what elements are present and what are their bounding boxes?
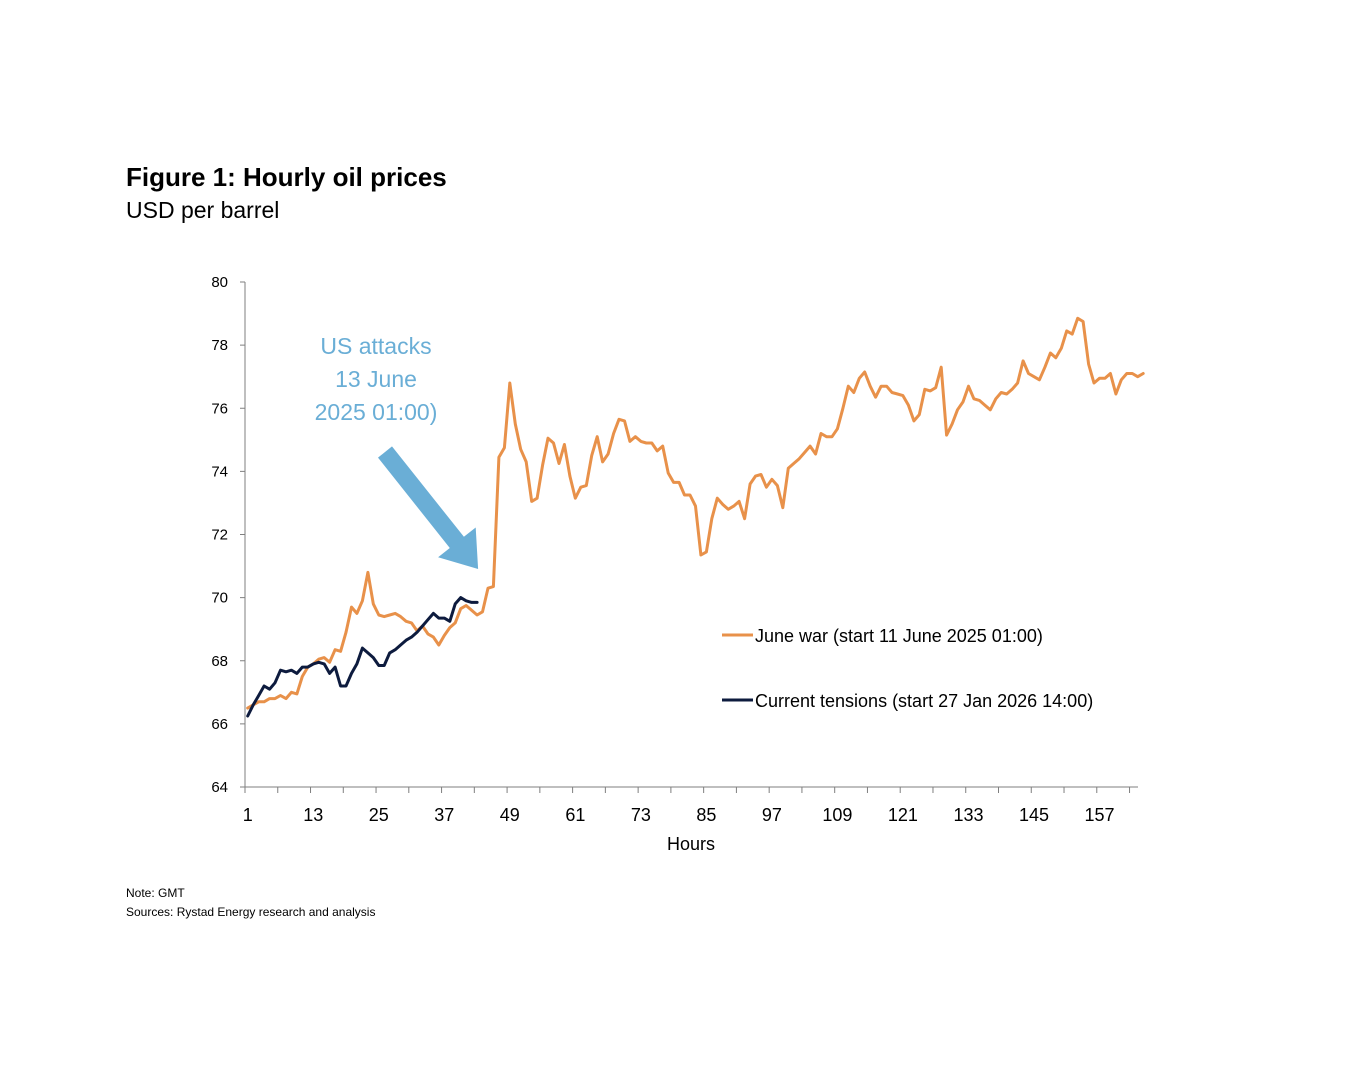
legend: June war (start 11 June 2025 01:00) Curre…	[722, 626, 1093, 711]
x-axis-ticks: 1 13 25 37 49 61 73 85 97 109 121 133 145 157	[243, 787, 1131, 825]
x-tick-label: 85	[696, 805, 716, 825]
x-tick-label: 25	[369, 805, 389, 825]
source-note: Sources: Rystad Energy research and anal…	[126, 905, 376, 919]
y-tick-label: 70	[211, 590, 228, 607]
x-tick-label: 37	[434, 805, 454, 825]
annotation-arrow	[378, 446, 479, 569]
chart-title: Figure 1: Hourly oil prices	[126, 162, 447, 192]
series-line-june-war	[246, 316, 1145, 710]
footnote: Note: GMT	[126, 886, 185, 900]
x-tick-label: 157	[1084, 805, 1114, 825]
x-tick-label: 73	[631, 805, 651, 825]
annotation-text: 13 June	[335, 366, 417, 392]
x-tick-label: 97	[762, 805, 782, 825]
x-tick-label: 13	[303, 805, 323, 825]
annotation: US attacks 13 June 2025 01:00)	[315, 333, 479, 569]
y-axis-ticks: 64 66 68 70 72 74 76 78 80	[211, 274, 245, 796]
y-tick-label: 66	[211, 716, 228, 733]
y-tick-label: 74	[211, 463, 228, 480]
legend-label: Current tensions (start 27 Jan 2026 14:0…	[755, 691, 1093, 711]
x-tick-label: 49	[500, 805, 520, 825]
x-tick-label: 145	[1019, 805, 1049, 825]
x-tick-label: 133	[953, 805, 983, 825]
y-tick-label: 68	[211, 653, 228, 670]
annotation-text: 2025 01:00)	[315, 399, 438, 425]
y-tick-label: 80	[211, 274, 228, 291]
x-axis-label: Hours	[667, 834, 715, 854]
chart-subtitle: USD per barrel	[126, 197, 280, 223]
x-tick-label: 61	[565, 805, 585, 825]
y-tick-label: 72	[211, 527, 228, 544]
y-tick-label: 78	[211, 337, 228, 354]
x-tick-label: 109	[822, 805, 852, 825]
x-tick-label: 121	[888, 805, 918, 825]
legend-label: June war (start 11 June 2025 01:00)	[755, 626, 1043, 646]
y-tick-label: 64	[211, 779, 228, 796]
annotation-text: US attacks	[320, 333, 431, 359]
x-tick-label: 1	[243, 805, 253, 825]
series-line-current-tensions	[246, 596, 479, 718]
y-tick-label: 76	[211, 400, 228, 417]
